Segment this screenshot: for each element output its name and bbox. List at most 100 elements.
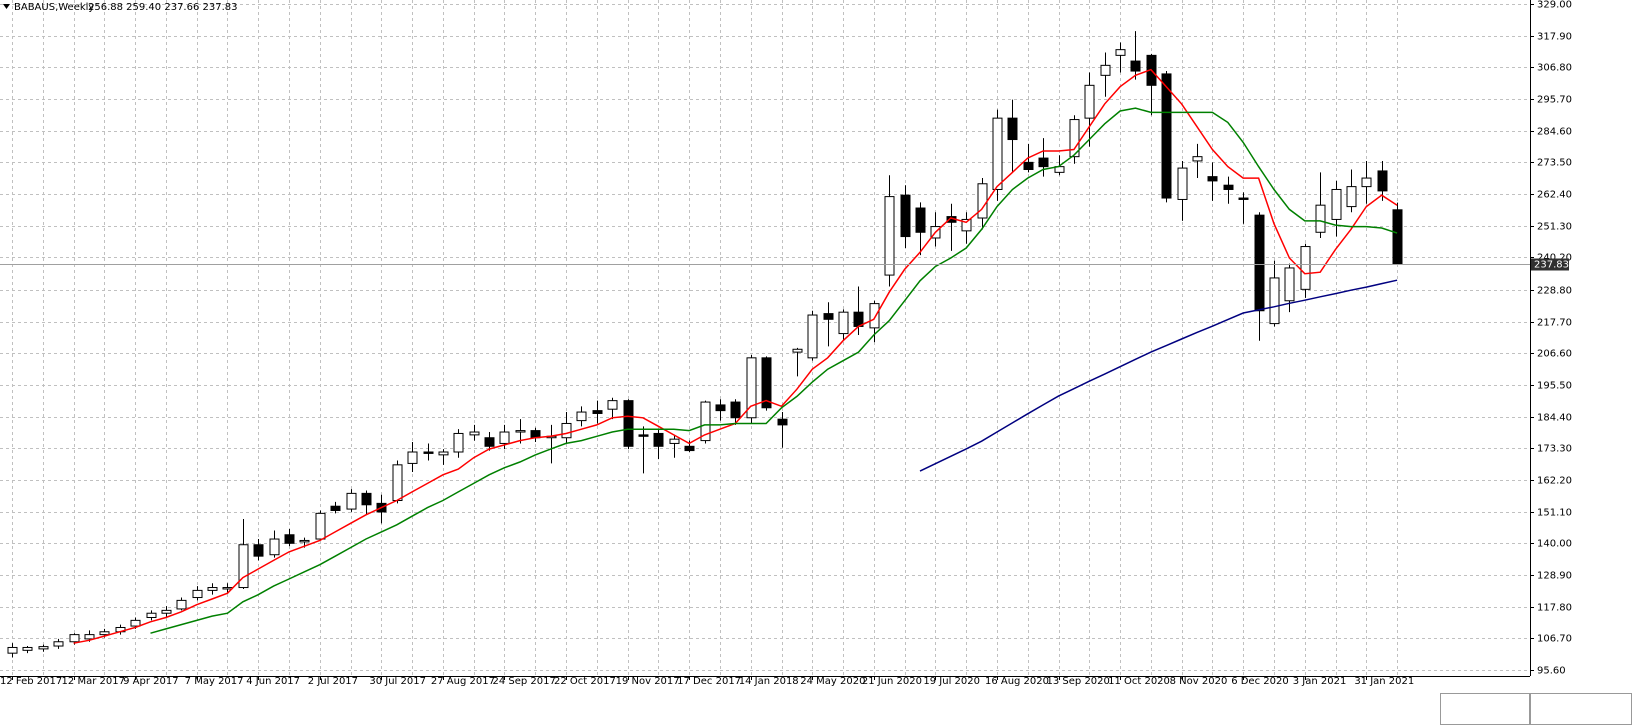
candle-body xyxy=(900,194,911,238)
candle-body xyxy=(1084,84,1095,119)
x-tick-label: 3 Jan 2021 xyxy=(1293,676,1347,687)
candle-body xyxy=(638,434,649,437)
candle-body xyxy=(715,404,726,412)
candle-body xyxy=(192,589,203,599)
grid xyxy=(0,0,1530,676)
candle-body xyxy=(161,609,172,614)
candle-body xyxy=(977,183,988,219)
y-tick-label: 317.90 xyxy=(1537,32,1572,43)
x-tick-label: 9 Apr 2017 xyxy=(123,676,178,687)
candle-body xyxy=(576,411,587,422)
candle-body xyxy=(269,538,280,556)
candle-body xyxy=(684,445,695,452)
candle-body xyxy=(1207,176,1218,182)
y-tick-label: 206.60 xyxy=(1537,349,1572,360)
y-tick-label: 184.40 xyxy=(1537,413,1572,424)
candle-body xyxy=(392,464,403,502)
y-tick-label: 195.50 xyxy=(1537,381,1572,392)
x-tick-label: 30 Jul 2017 xyxy=(369,676,426,687)
candle-body xyxy=(1007,117,1018,141)
y-tick-label: 240.20 xyxy=(1537,253,1572,264)
candle-body xyxy=(1377,170,1388,192)
candle-body xyxy=(22,646,33,651)
candle-body xyxy=(453,432,464,453)
moving-average-line xyxy=(919,279,1398,472)
candle-body xyxy=(222,587,233,590)
x-tick-label: 8 Nov 2020 xyxy=(1170,676,1228,687)
candle-body xyxy=(69,634,80,643)
candle-body xyxy=(669,438,680,444)
collapse-icon[interactable] xyxy=(3,4,10,9)
x-tick-label: 6 Dec 2020 xyxy=(1231,676,1289,687)
candle-body xyxy=(1130,60,1141,72)
candle-body xyxy=(253,544,264,557)
candle-body xyxy=(792,348,803,353)
x-tick-label: 12 Feb 2017 xyxy=(0,676,62,687)
y-tick-label: 128.90 xyxy=(1537,571,1572,582)
y-tick-label: 106.70 xyxy=(1537,634,1572,645)
candle-body xyxy=(746,357,757,419)
candle-body xyxy=(38,646,49,650)
candle-body xyxy=(992,117,1003,190)
candle-body xyxy=(1315,204,1326,233)
candle-body xyxy=(469,431,480,436)
candle-body xyxy=(761,357,772,409)
y-tick-label: 251.30 xyxy=(1537,222,1572,233)
x-tick-label: 19 Jul 2020 xyxy=(923,676,980,687)
candle-body xyxy=(623,400,634,447)
x-tick-label: 24 May 2020 xyxy=(800,676,865,687)
moving-average-line xyxy=(150,107,1398,634)
x-tick-label: 19 Nov 2017 xyxy=(616,676,680,687)
candle-body xyxy=(1192,156,1203,162)
candle-body xyxy=(284,534,295,544)
x-tick-label: 27 Aug 2017 xyxy=(431,676,495,687)
candle-body xyxy=(130,619,141,627)
candle-body xyxy=(499,431,510,444)
candle-body xyxy=(207,587,218,591)
x-tick-label: 24 Sep 2017 xyxy=(492,676,555,687)
last-price-tag xyxy=(1531,258,1569,271)
candle-body xyxy=(407,451,418,464)
candle-body xyxy=(700,401,711,442)
candle-body xyxy=(1361,177,1372,188)
candle-body xyxy=(838,311,849,335)
y-tick-label: 173.30 xyxy=(1537,444,1572,455)
candle-body xyxy=(484,437,495,447)
candle-body xyxy=(607,400,618,410)
ohlc-header: 256.88 259.40 237.66 237.83 xyxy=(88,2,238,13)
x-tick-label: 16 Aug 2020 xyxy=(985,676,1049,687)
candle-body xyxy=(961,218,972,232)
candle-body xyxy=(1284,267,1295,302)
candle-body xyxy=(561,422,572,439)
candle-body xyxy=(238,544,249,589)
y-tick-label: 284.60 xyxy=(1537,127,1572,138)
x-tick-label: 14 Jan 2018 xyxy=(739,676,799,687)
chart-title: BABAUS,Weekly xyxy=(14,2,94,13)
candle-body xyxy=(515,430,526,433)
candle-body xyxy=(330,505,341,511)
y-tick-label: 95.60 xyxy=(1537,666,1566,677)
y-tick-label: 228.80 xyxy=(1537,286,1572,297)
candle-body xyxy=(423,451,434,454)
y-tick-label: 117.80 xyxy=(1537,603,1572,614)
x-tick-label: 31 Jan 2021 xyxy=(1354,676,1414,687)
candle-body xyxy=(1331,188,1342,220)
y-tick-label: 162.20 xyxy=(1537,476,1572,487)
x-tick-label: 12 Mar 2017 xyxy=(62,676,125,687)
y-tick-label: 273.50 xyxy=(1537,158,1572,169)
candle-body xyxy=(438,451,449,456)
candle-body xyxy=(84,634,95,640)
y-tick-label: 329.00 xyxy=(1537,0,1572,11)
candle-body xyxy=(315,512,326,540)
x-tick-label: 4 Jun 2017 xyxy=(246,676,300,687)
candle-body xyxy=(915,207,926,233)
y-tick-label: 295.70 xyxy=(1537,95,1572,106)
x-tick-label: 7 May 2017 xyxy=(185,676,244,687)
candle-body xyxy=(176,599,187,610)
x-tick-label: 13 Sep 2020 xyxy=(1047,676,1110,687)
candle-body xyxy=(653,432,664,447)
y-tick-label: 140.00 xyxy=(1537,539,1572,550)
x-tick-label: 2 Jul 2017 xyxy=(308,676,358,687)
